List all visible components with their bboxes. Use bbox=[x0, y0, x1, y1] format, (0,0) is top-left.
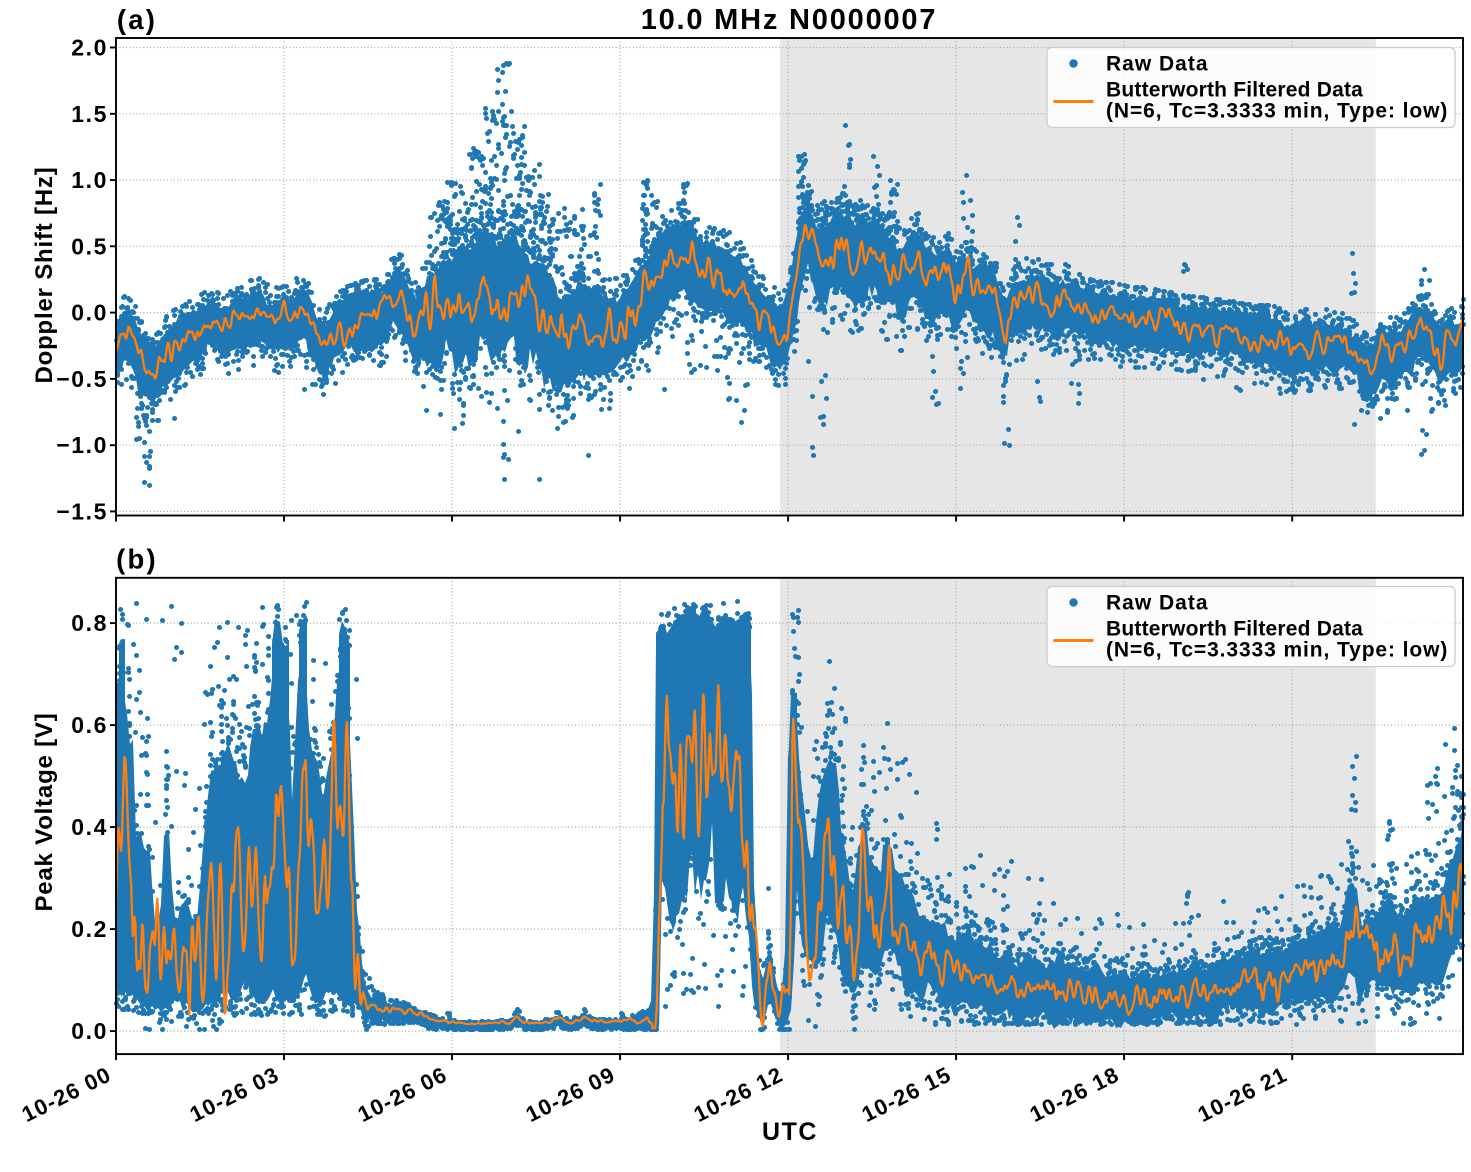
svg-text:UTC: UTC bbox=[762, 1118, 818, 1146]
svg-text:−1.5: −1.5 bbox=[56, 498, 108, 524]
svg-text:0.4: 0.4 bbox=[71, 814, 108, 840]
svg-text:1.5: 1.5 bbox=[71, 101, 108, 127]
svg-text:Butterworth Filtered Data: Butterworth Filtered Data bbox=[1106, 79, 1363, 102]
svg-text:0.5: 0.5 bbox=[71, 233, 108, 259]
svg-text:Raw Data: Raw Data bbox=[1106, 592, 1209, 615]
svg-text:(N=6, Tc=3.3333 min, Type: low: (N=6, Tc=3.3333 min, Type: low) bbox=[1106, 639, 1448, 662]
svg-text:10.0 MHz N0000007: 10.0 MHz N0000007 bbox=[641, 4, 938, 36]
svg-text:(b): (b) bbox=[116, 544, 158, 575]
svg-text:(N=6, Tc=3.3333 min, Type: low: (N=6, Tc=3.3333 min, Type: low) bbox=[1106, 100, 1448, 123]
svg-text:−0.5: −0.5 bbox=[56, 366, 108, 392]
svg-text:0.8: 0.8 bbox=[71, 610, 108, 636]
svg-text:Raw Data: Raw Data bbox=[1106, 53, 1209, 76]
svg-text:0.6: 0.6 bbox=[71, 712, 108, 738]
svg-text:−1.0: −1.0 bbox=[56, 432, 108, 458]
svg-text:0.0: 0.0 bbox=[71, 1018, 108, 1044]
svg-text:2.0: 2.0 bbox=[71, 35, 108, 61]
svg-text:(a): (a) bbox=[117, 4, 157, 35]
svg-text:Peak Voltage [V]: Peak Voltage [V] bbox=[31, 712, 58, 911]
svg-text:Butterworth Filtered Data: Butterworth Filtered Data bbox=[1106, 618, 1363, 641]
svg-text:0.2: 0.2 bbox=[71, 916, 108, 942]
svg-text:1.0: 1.0 bbox=[71, 167, 108, 193]
svg-text:0.0: 0.0 bbox=[71, 300, 108, 326]
svg-text:Doppler Shift [Hz]: Doppler Shift [Hz] bbox=[31, 166, 58, 383]
